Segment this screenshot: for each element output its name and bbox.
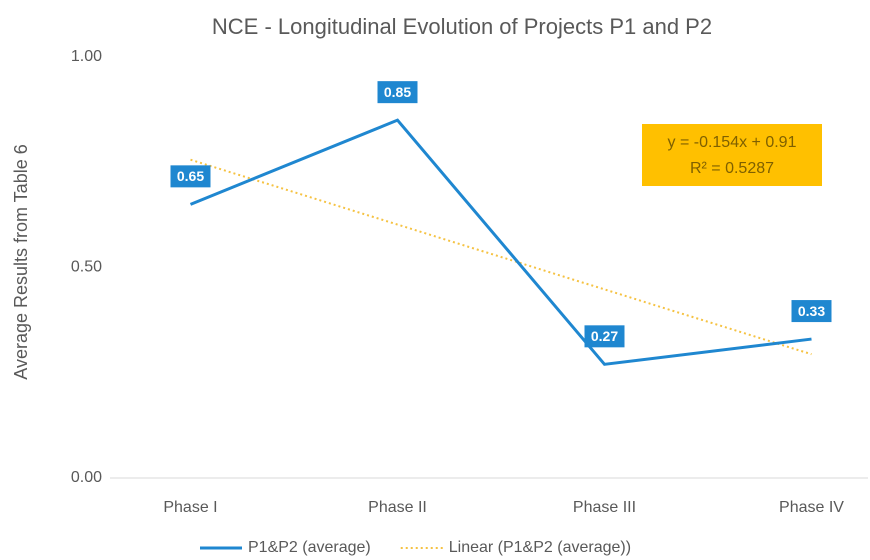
data-label-box [584,325,625,348]
annotation-box [642,124,822,186]
data-label: 0.65 [177,168,204,184]
annotation-text: y = -0.154x + 0.91 [668,134,797,151]
y-tick-label: 0.50 [71,259,102,276]
data-label: 0.27 [591,328,618,344]
trendline [190,158,812,356]
x-tick-label: Phase I [163,499,217,516]
data-label-box [377,81,418,104]
data-label: 0.33 [798,303,825,319]
x-tick-label: Phase III [573,499,636,516]
legend-label: Linear (P1&P2 (average)) [449,539,631,556]
x-tick-label: Phase II [368,499,427,516]
data-label-box [791,300,832,323]
data-label-box [170,165,211,188]
chart-title: NCE - Longitudinal Evolution of Projects… [212,14,712,39]
y-axis-title: Average Results from Table 6 [11,144,31,379]
annotation-text: R² = 0.5287 [690,160,774,177]
data-label: 0.85 [384,84,411,100]
line [189,118,812,366]
y-tick-label: 0.00 [71,469,102,486]
y-tick-label: 1.00 [71,48,102,65]
x-tick-label: Phase IV [779,499,844,516]
legend-label: P1&P2 (average) [248,539,371,556]
